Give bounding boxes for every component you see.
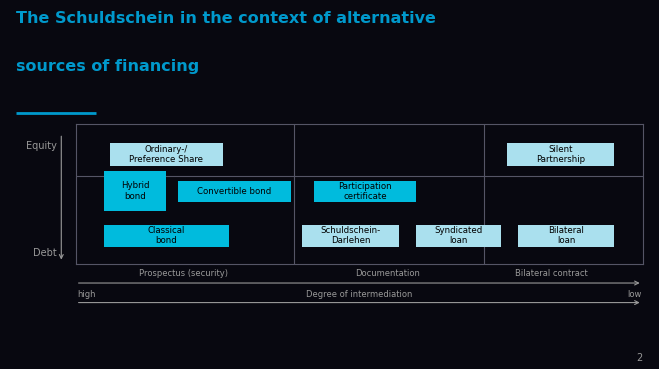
Bar [104, 225, 229, 247]
Bar [518, 225, 614, 247]
Text: Silent
Partnership: Silent Partnership [536, 145, 585, 164]
Text: The Schuldschein in the context of alternative: The Schuldschein in the context of alter… [16, 11, 436, 26]
Text: Classical
bond: Classical bond [148, 226, 185, 245]
Text: high: high [77, 290, 96, 299]
Text: Participation
certificate: Participation certificate [338, 182, 391, 201]
Bar [416, 225, 501, 247]
Text: Schuldschein-
Darlehen: Schuldschein- Darlehen [320, 226, 381, 245]
Text: Equity: Equity [26, 141, 57, 151]
Text: Ordinary-/
Preference Share: Ordinary-/ Preference Share [129, 145, 204, 164]
Text: Convertible bond: Convertible bond [197, 187, 272, 196]
Bar [507, 143, 614, 166]
Text: sources of financing: sources of financing [16, 59, 200, 74]
Text: Hybrid
bond: Hybrid bond [121, 181, 150, 201]
Bar [178, 181, 291, 202]
Bar [314, 181, 416, 202]
Bar [104, 171, 167, 211]
Bar [110, 143, 223, 166]
Text: 2: 2 [637, 354, 643, 363]
Text: low: low [627, 290, 641, 299]
Text: Bilateral
loan: Bilateral loan [548, 226, 584, 245]
Text: Syndicated
loan: Syndicated loan [434, 226, 482, 245]
Text: Prospectus (security): Prospectus (security) [139, 269, 228, 278]
Text: Bilateral contract: Bilateral contract [515, 269, 588, 278]
Bar [302, 225, 399, 247]
Text: Debt: Debt [33, 248, 57, 258]
Text: Degree of intermediation: Degree of intermediation [306, 290, 413, 299]
Text: Documentation: Documentation [355, 269, 420, 278]
